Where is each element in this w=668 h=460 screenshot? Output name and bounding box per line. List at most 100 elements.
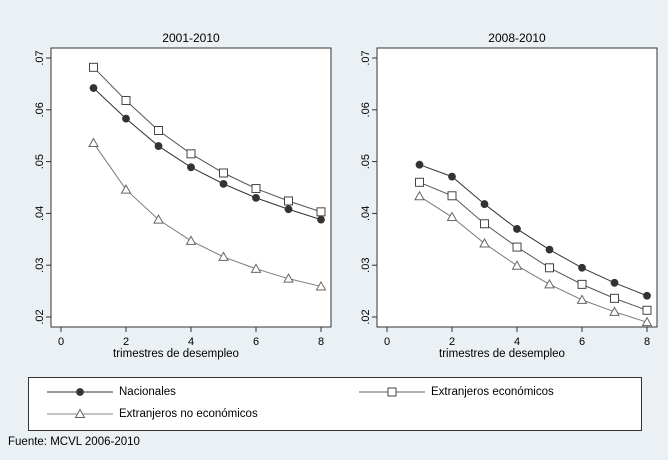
legend-item-extranjeros-no-economicos: Extranjeros no económicos <box>47 408 258 420</box>
panel-1-x-tick-label: 2 <box>123 336 129 348</box>
legend-label-extranjeros-no-economicos: Extranjeros no económicos <box>119 408 258 420</box>
panel-1-title: 2001-2010 <box>162 31 220 45</box>
panel-1-series-2-line <box>93 66 322 213</box>
panel-1-point-square <box>316 207 326 217</box>
panel-1-x-tick-label: 0 <box>58 336 64 348</box>
panel-1-point-circle <box>89 84 98 92</box>
panel-1-x-axis-title: trimestres de desempleo <box>113 348 239 360</box>
panel-1-point-circle <box>154 142 163 150</box>
panel-2: 2008-2010 .02 .03 .04 .05 .06 .07 0 2 4 6 8 trimestr… <box>360 31 658 360</box>
panel-2-series-2 <box>415 177 652 315</box>
panel-1-point-triangle <box>120 184 132 194</box>
panel-1-point-circle <box>219 179 228 188</box>
panel-1-point-square <box>219 168 228 178</box>
panel-1-point-square <box>154 126 163 136</box>
panel-2-point-triangle <box>414 190 425 201</box>
panel-2-x-tick-label: 8 <box>644 336 650 348</box>
panel-1-point-triangle <box>315 280 327 291</box>
panel-1-y-tick-label: .07 <box>34 50 46 65</box>
panel-2-point-triangle <box>544 278 555 289</box>
panel-2-point-square <box>512 242 522 252</box>
panel-2-point-circle <box>610 278 619 287</box>
panel-1-y-tick-label: .05 <box>34 154 46 169</box>
panel-1-point-circle <box>122 114 130 123</box>
panel-2-point-square <box>545 263 554 273</box>
panel-2-title: 2008-2010 <box>488 31 546 45</box>
panel-1-point-circle <box>187 163 195 172</box>
panel-1-point-triangle <box>250 263 262 273</box>
panel-2-series-3 <box>414 190 653 327</box>
panel-2-x-tick-label: 6 <box>579 336 585 348</box>
panel-2-y-tick-label: .03 <box>360 258 372 273</box>
legend-label-nacionales: Nacionales <box>119 386 176 398</box>
panel-2-x-tick-label: 2 <box>449 336 455 348</box>
panel-2-point-square <box>415 177 424 187</box>
panel-2-point-circle <box>480 200 489 208</box>
panel-2-series-1 <box>415 160 651 300</box>
panel-2-x-axis-title: trimestres de desempleo <box>439 348 565 360</box>
panel-1-y-tick-label: .04 <box>34 206 46 221</box>
panel-2-y-tick-label: .05 <box>360 154 372 169</box>
panel-2-point-triangle <box>609 306 620 316</box>
panel-1-x-tick-label: 6 <box>253 336 259 348</box>
panel-1-point-square <box>251 184 261 194</box>
source-note: Fuente: MCVL 2006-2010 <box>8 436 140 448</box>
panel-1-series-1 <box>89 84 325 224</box>
panel-2-point-circle <box>545 245 554 254</box>
panel-2-point-circle <box>643 291 651 300</box>
panel-1-point-square <box>121 95 131 105</box>
panel-2-point-circle <box>415 160 424 169</box>
panel-2-point-triangle <box>511 260 523 270</box>
panel-2-point-square <box>447 191 457 201</box>
panel-1-point-circle <box>252 193 260 202</box>
panel-1-series-3-line <box>93 142 322 287</box>
legend-key-square <box>359 387 425 397</box>
panel-1-x-tick-label: 8 <box>318 336 324 348</box>
legend-item-extranjeros-economicos: Extranjeros económicos <box>359 386 554 398</box>
panel-2-series-1-line <box>419 164 648 297</box>
panel-1-point-circle <box>284 205 293 214</box>
panel-2-point-square <box>480 219 489 229</box>
panel-2-point-triangle <box>576 294 588 304</box>
panel-2-x-tick-label: 0 <box>384 336 390 348</box>
panel-2-point-circle <box>513 225 521 233</box>
panel-2-y-tick-label: .02 <box>360 309 372 324</box>
panel-1-point-square <box>186 149 196 159</box>
panel-1-point-triangle <box>153 214 164 224</box>
panel-2-series-3-line <box>419 195 648 323</box>
panel-2-x-tick-label: 4 <box>514 336 520 348</box>
panel-1-x-tick-label: 4 <box>188 336 194 348</box>
panel-2-point-square <box>610 293 619 303</box>
panel-1: 2001-2010 .02 .03 .04 .05 .06 .07 0 2 4 6 8 trimestr… <box>34 31 332 360</box>
legend-item-nacionales: Nacionales <box>47 386 176 398</box>
panel-2-point-circle <box>448 172 456 181</box>
panel-2-series-2-line <box>419 181 648 311</box>
panel-2-point-square <box>577 279 587 289</box>
legend-key-triangle <box>47 408 113 418</box>
panel-1-point-triangle <box>218 251 229 261</box>
legend-key-circle <box>47 388 113 396</box>
panel-2-y-tick-label: .06 <box>360 102 372 117</box>
panel-1-point-square <box>89 62 98 72</box>
legend-label-extranjeros-economicos: Extranjeros económicos <box>431 386 554 398</box>
legend: Nacionales Extranjeros económicos Extran… <box>28 377 642 431</box>
panel-2-point-triangle <box>446 211 458 222</box>
panel-1-series-3 <box>88 137 327 291</box>
panel-2-point-square <box>642 305 652 315</box>
panel-1-y-tick-label: .06 <box>34 102 46 117</box>
panel-1-y-tick-label: .03 <box>34 258 46 273</box>
panel-1-point-triangle <box>88 137 99 147</box>
panel-1-series-1-line <box>93 87 322 221</box>
panel-1-plot-area <box>50 47 332 328</box>
panel-2-point-triangle <box>479 237 490 248</box>
panel-2-point-circle <box>578 263 586 272</box>
panel-1-point-square <box>284 196 293 206</box>
panel-2-point-triangle <box>641 316 653 327</box>
panel-1-point-triangle <box>185 235 197 245</box>
panel-1-series-2 <box>89 62 326 217</box>
panel-1-y-tick-label: .02 <box>34 309 46 324</box>
panel-2-y-tick-label: .04 <box>360 206 372 221</box>
panel-2-y-tick-label: .07 <box>360 50 372 65</box>
panel-1-point-triangle <box>283 273 294 283</box>
